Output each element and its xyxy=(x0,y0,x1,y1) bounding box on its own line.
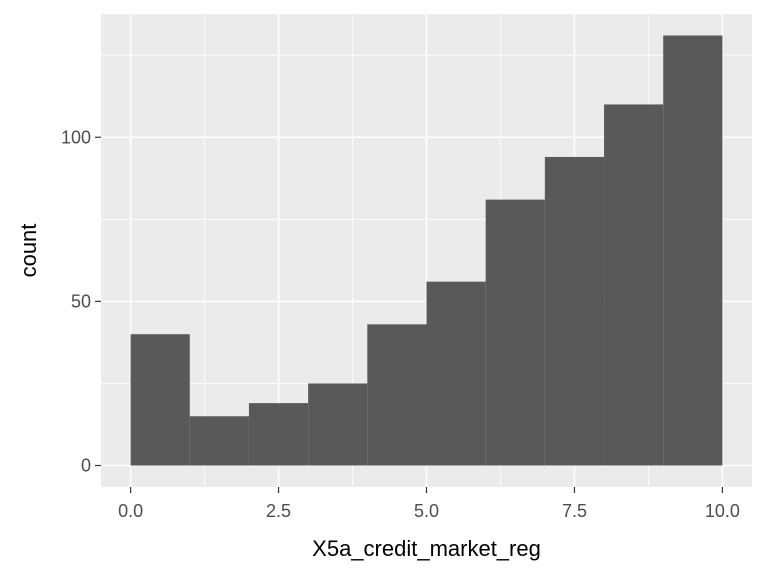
x-tick-label: 10.0 xyxy=(705,501,740,521)
x-axis-title: X5a_credit_market_reg xyxy=(312,536,541,561)
y-axis-title: count xyxy=(16,224,41,278)
y-tick-label: 0 xyxy=(81,456,91,476)
histogram-bar xyxy=(544,156,605,466)
histogram-bar xyxy=(426,281,486,466)
histogram-bar xyxy=(189,416,249,466)
x-axis-ticks: 0.0 2.5 5.0 7.5 10.0 xyxy=(118,487,740,521)
y-tick-label: 100 xyxy=(61,127,91,147)
histogram-bars xyxy=(130,35,723,466)
x-tick-label: 0.0 xyxy=(118,501,143,521)
x-tick-label: 7.5 xyxy=(562,501,587,521)
histogram-bar xyxy=(367,324,427,466)
histogram-bar xyxy=(308,383,368,466)
histogram-bar xyxy=(604,104,664,466)
histogram-bar xyxy=(130,334,190,466)
histogram-bar xyxy=(485,199,545,466)
histogram-bar xyxy=(663,35,723,466)
y-tick-label: 50 xyxy=(71,291,91,311)
x-tick-label: 5.0 xyxy=(414,501,439,521)
histogram-bar xyxy=(248,403,309,466)
y-axis-ticks: 0 50 100 xyxy=(61,127,101,476)
x-tick-label: 2.5 xyxy=(266,501,291,521)
